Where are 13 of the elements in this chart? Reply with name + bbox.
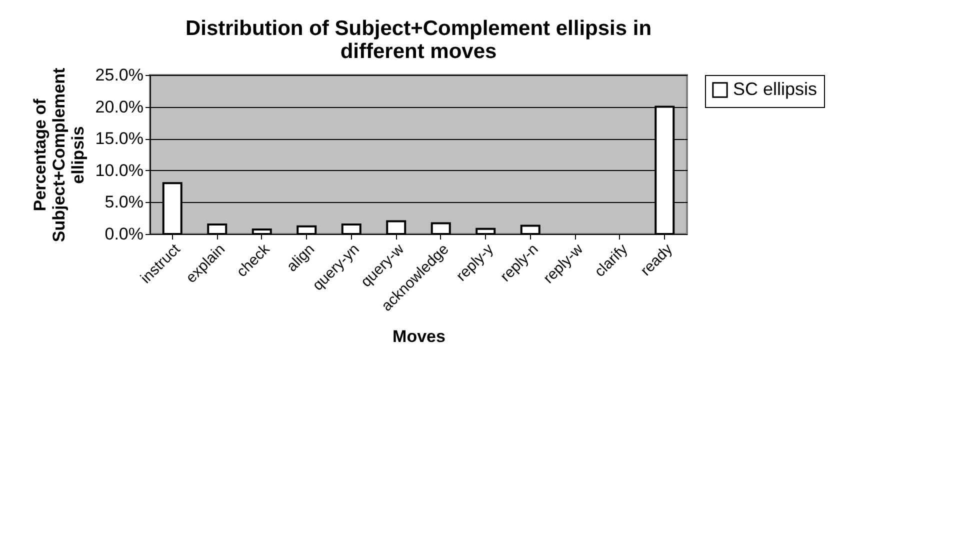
y-tick-label: 15.0% [95,129,144,148]
y-tick-label: 20.0% [95,97,144,116]
text: Distribution of Subject+Complement ellipsis in [185,17,652,40]
legend-label: SC ellipsis [733,79,818,99]
text: ellipsis [68,126,88,184]
text: different moves [340,40,497,63]
y-tick-label: 10.0% [95,160,144,180]
y-tick-label: 5.0% [104,192,144,212]
text: Percentage of [30,98,50,212]
y-tick-label: 25.0% [95,66,144,84]
y-tick-label: 0.0% [104,224,144,244]
x-axis-title: Moves [392,327,446,346]
text: Subject+Complement [49,68,68,242]
